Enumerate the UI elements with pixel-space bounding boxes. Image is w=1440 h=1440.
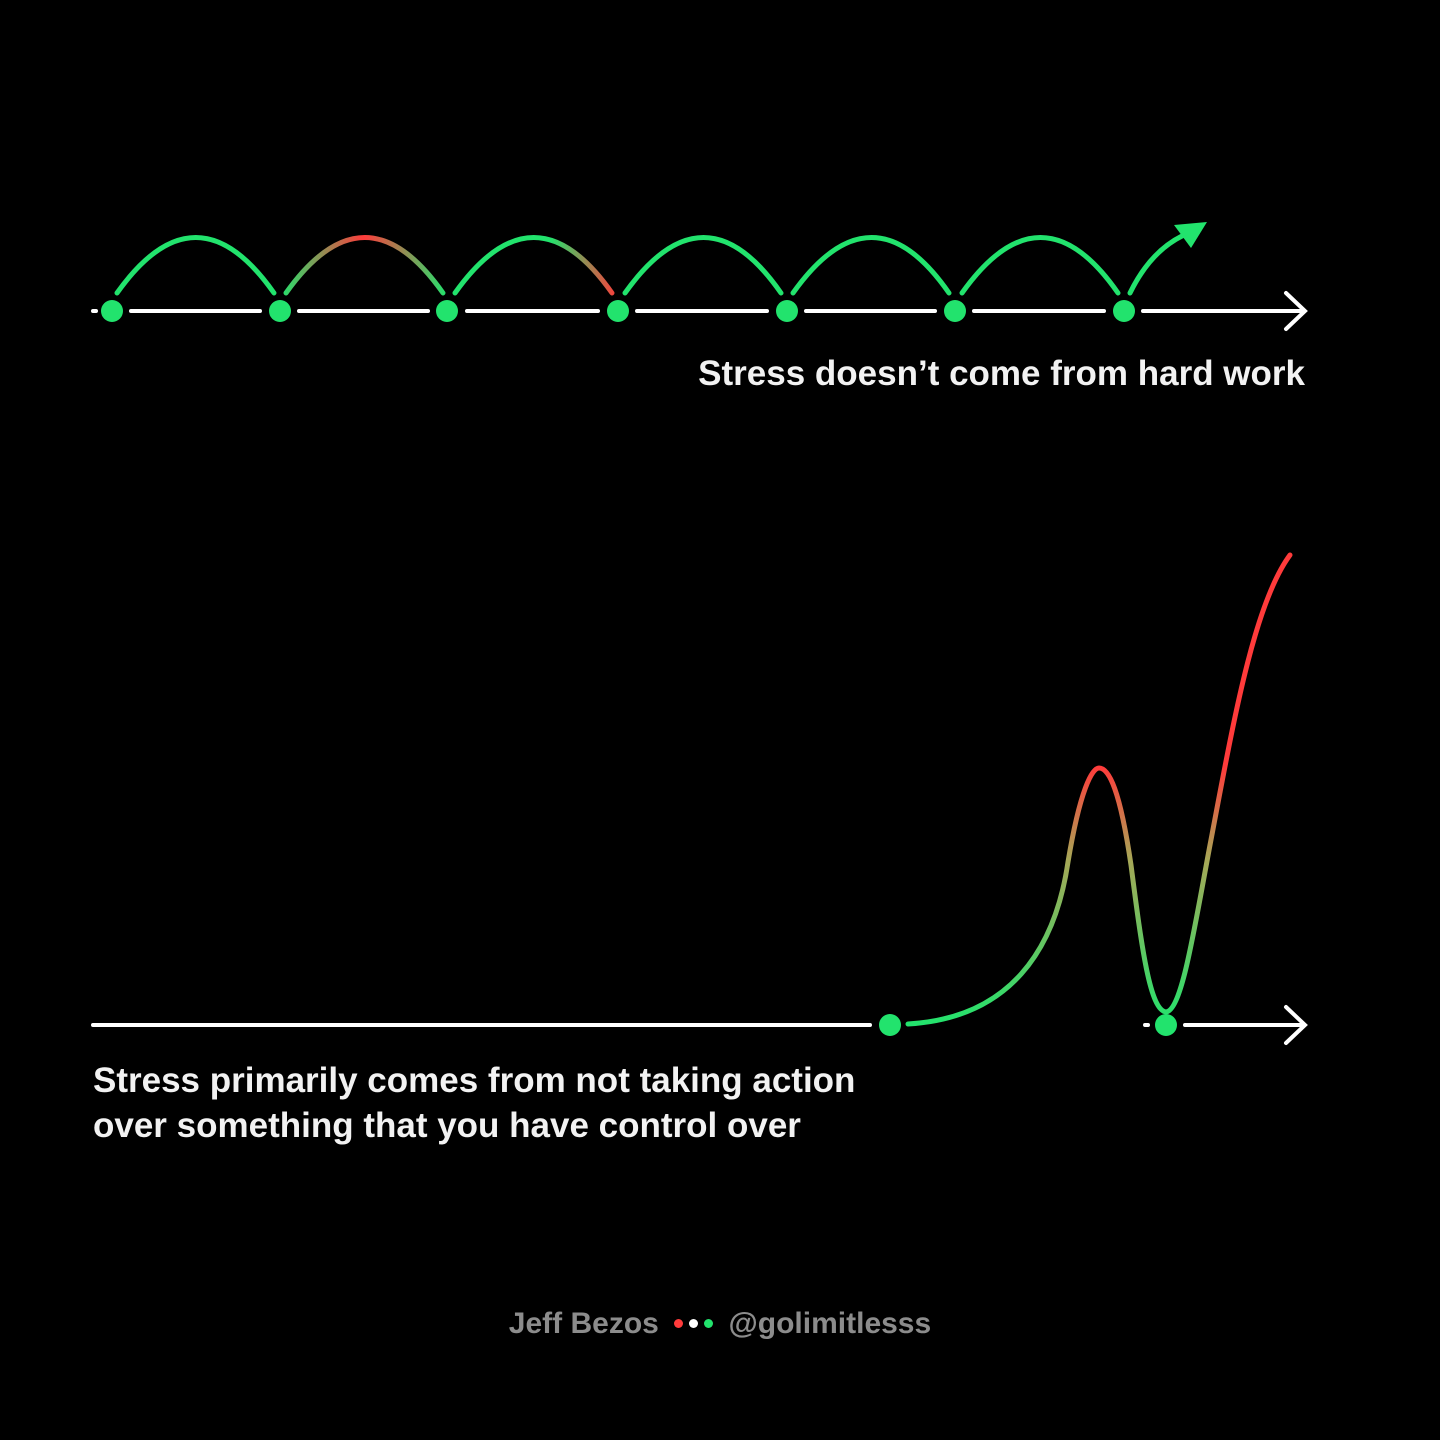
end-node	[1155, 1014, 1177, 1036]
footer-author: Jeff Bezos	[508, 1307, 659, 1340]
bottom-caption: Stress primarily comes from not taking a…	[93, 1058, 855, 1148]
bottom-caption-line-1: Stress primarily comes from not taking a…	[93, 1061, 856, 1100]
node	[944, 300, 966, 322]
bottom-axis	[91, 1005, 1308, 1045]
arc-2	[283, 235, 446, 296]
red-dot-icon	[674, 1318, 684, 1328]
node	[776, 300, 798, 322]
top-nodes	[101, 300, 1135, 322]
node	[436, 300, 458, 322]
bottom-axis-arrowhead	[1284, 1005, 1308, 1045]
top-caption: Stress doesn’t come from hard work	[698, 354, 1305, 393]
arc-4	[622, 235, 784, 296]
footer: Jeff Bezos @golimitlesss	[0, 1304, 1440, 1344]
arc-1	[114, 235, 277, 296]
stress-spike-curve	[905, 552, 1293, 1027]
footer-dots	[671, 1307, 724, 1340]
green-dot-icon	[704, 1318, 714, 1328]
top-arcs	[114, 233, 1185, 296]
node	[1113, 300, 1135, 322]
start-node	[879, 1014, 901, 1036]
bottom-timeline	[91, 552, 1308, 1045]
footer-handle: @golimitlesss	[728, 1307, 932, 1340]
bottom-caption-line-2: over something that you have control ove…	[93, 1106, 801, 1145]
node	[269, 300, 291, 322]
top-axis	[91, 291, 1308, 331]
white-dot-icon	[689, 1318, 699, 1328]
arc-5	[790, 235, 952, 296]
node	[101, 300, 123, 322]
top-timeline	[91, 222, 1308, 331]
node	[607, 300, 629, 322]
arc-6	[959, 235, 1121, 296]
top-axis-arrowhead	[1284, 291, 1308, 331]
arc-3	[452, 235, 615, 296]
up-arrowhead-icon	[1174, 222, 1207, 248]
final-arc	[1127, 233, 1185, 296]
